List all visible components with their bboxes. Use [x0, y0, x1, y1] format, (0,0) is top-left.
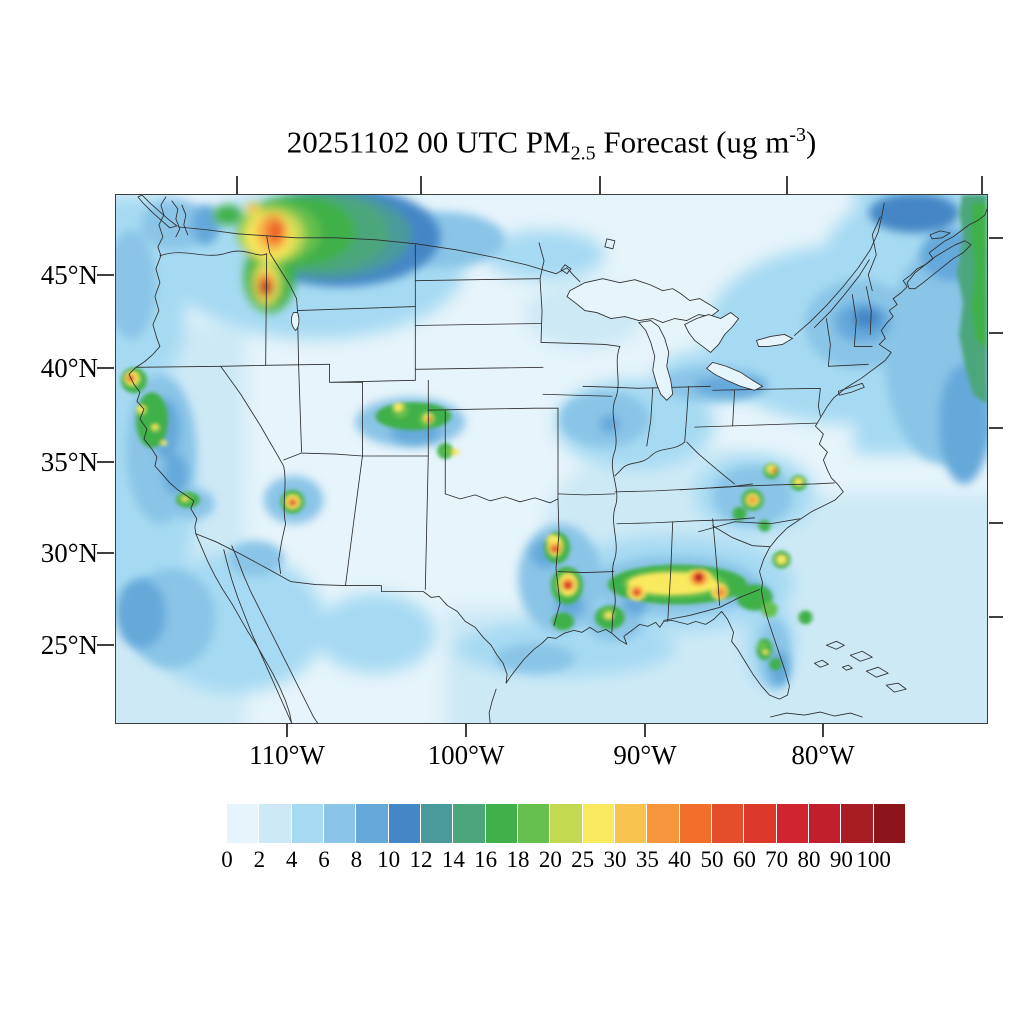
x-axis-tick	[644, 724, 646, 737]
colorbar-segment	[550, 804, 582, 843]
colorbar-tick-label: 60	[732, 847, 756, 872]
colorbar-tick-label: 20	[538, 847, 562, 872]
colorbar-segment	[711, 804, 744, 843]
contour-map	[116, 195, 987, 723]
tone-blue	[116, 195, 987, 687]
colorbar-tick-label: 10	[377, 847, 401, 872]
colorbar-segment	[291, 804, 323, 843]
x-axis-label: 100°W	[427, 740, 505, 770]
colorbar-segment	[582, 804, 614, 843]
colorbar-segment	[453, 804, 485, 843]
colorbar-segment	[614, 804, 647, 843]
map-canvas	[115, 194, 988, 724]
hotspot-southeast	[544, 462, 813, 671]
colorbar-tick-label: 18	[506, 847, 530, 872]
x-axis-label: 110°W	[249, 740, 325, 770]
right-axis-tick	[989, 427, 1003, 429]
colorbar-segment	[356, 804, 388, 843]
right-axis-tick	[989, 332, 1003, 334]
colorbar-tick-label: 35	[635, 847, 659, 872]
y-axis-label: 25°N	[40, 630, 98, 660]
y-axis-tick	[97, 552, 114, 554]
hotspot-atlantic-band	[957, 195, 987, 405]
colorbar-segment	[420, 804, 453, 843]
right-axis-tick	[989, 616, 1003, 618]
colorbar-segment	[841, 804, 873, 843]
x-axis-tick	[822, 724, 824, 737]
map-borders	[128, 195, 987, 723]
y-axis-label: 35°N	[40, 447, 98, 477]
x-axis-tick	[286, 724, 288, 737]
colorbar-segment	[227, 804, 259, 843]
colorbar-segment	[873, 804, 905, 843]
colorbar-tick-label: 30	[603, 847, 627, 872]
hotspot-idaho-montana-plume	[213, 195, 441, 313]
colorbar-segment	[679, 804, 711, 843]
great-lakes	[290, 278, 794, 401]
y-axis-label: 30°N	[40, 538, 98, 568]
top-axis-tick	[236, 176, 238, 194]
top-axis-tick	[599, 176, 601, 194]
hotspot-west	[120, 367, 459, 514]
colorbar-tick-label: 16	[474, 847, 498, 872]
y-axis-label: 40°N	[40, 353, 98, 383]
colorbar-segment	[259, 804, 291, 843]
plot-title: 20251102 00 UTC PM2.5 Forecast (ug m-3)	[286, 124, 817, 165]
top-axis-tick	[981, 176, 983, 194]
colorbar-tick-label: 14	[441, 847, 465, 872]
colorbar-tick-label: 2	[253, 847, 266, 872]
y-axis-tick	[97, 644, 114, 646]
y-axis-tick	[97, 461, 114, 463]
y-axis-tick	[97, 367, 114, 369]
colorbar-segment	[517, 804, 550, 843]
right-axis-tick	[989, 237, 1003, 239]
colorbar-tick-label: 100	[856, 847, 891, 872]
y-axis-label: 45°N	[40, 260, 98, 290]
x-axis-tick	[465, 724, 467, 737]
x-axis-label: 90°W	[613, 740, 677, 770]
y-axis-tick	[97, 274, 114, 276]
colorbar-tick-label: 8	[350, 847, 363, 872]
colorbar-tick-label: 70	[765, 847, 789, 872]
top-axis-tick	[420, 176, 422, 194]
colorbar-segment	[647, 804, 679, 843]
colorbar-tick-label: 0	[221, 847, 233, 872]
colorbar-segment	[485, 804, 517, 843]
colorbar-segment	[744, 804, 776, 843]
exponent-superscript: -3	[789, 124, 806, 146]
colorbar-tick-label: 90	[829, 847, 853, 872]
top-axis-tick	[786, 176, 788, 194]
colorbar-segment	[776, 804, 808, 843]
colorbar-tick-label: 4	[285, 847, 298, 872]
x-axis-label: 80°W	[791, 740, 855, 770]
colorbar-tick-label: 12	[409, 847, 433, 872]
colorbar-tick-label: 50	[700, 847, 724, 872]
pm25-subscript: 2.5	[570, 142, 596, 165]
colorbar-segment	[388, 804, 420, 843]
colorbar-tick-label: 40	[668, 847, 692, 872]
colorbar-tick-label: 80	[797, 847, 821, 872]
colorbar	[227, 804, 905, 843]
colorbar-segment	[808, 804, 841, 843]
colorbar-tick-label: 6	[318, 847, 330, 872]
colorbar-segment	[323, 804, 356, 843]
colorbar-tick-label: 25	[571, 847, 595, 872]
right-axis-tick	[989, 522, 1003, 524]
